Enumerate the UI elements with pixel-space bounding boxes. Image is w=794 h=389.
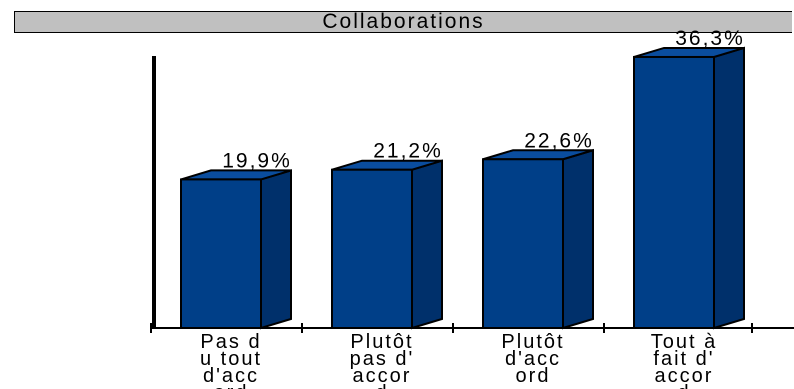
value-label-1: 19,9% xyxy=(222,149,292,172)
bar-3 xyxy=(482,148,594,330)
value-label-3: 22,6% xyxy=(524,129,594,152)
bar-side-3 xyxy=(562,148,594,330)
bar-4 xyxy=(633,46,745,330)
chart-title-text: Collaborations xyxy=(322,10,485,33)
category-label-2-line-3: accor xyxy=(353,365,412,387)
bars-group: 19,9% 21,2% 22,6% 36,3% xyxy=(150,27,753,333)
category-label-2-line-1: Plutôt xyxy=(350,331,413,353)
category-label-4-line-2: fait d' xyxy=(653,348,714,370)
category-label-1-line-2: u tout xyxy=(200,348,262,370)
category-label-2-line-4: d xyxy=(375,382,388,389)
category-label-1-line-4: ord xyxy=(214,382,249,389)
category-label-4-line-3: accor xyxy=(655,365,714,387)
category-label-3-line-3: ord xyxy=(516,365,551,387)
bar-2 xyxy=(331,159,443,330)
category-label-4-line-4: d xyxy=(677,382,690,389)
category-label-4-line-1: Tout à xyxy=(651,331,717,353)
value-label-4: 36,3% xyxy=(675,27,745,50)
bar-front-2 xyxy=(331,168,413,329)
chart-title: Collaborations xyxy=(14,10,792,33)
category-label-1-line-1: Pas d xyxy=(200,331,261,353)
category-label-3-line-1: Plutôt xyxy=(501,331,564,353)
bar-side-2 xyxy=(411,159,443,330)
category-label-1-line-3: d'acc xyxy=(203,365,259,387)
bar-front-1 xyxy=(180,178,262,329)
value-label-2: 21,2% xyxy=(373,140,443,163)
category-label-2-line-2: pas d' xyxy=(350,348,415,370)
bar-front-3 xyxy=(482,158,564,329)
bar-side-4 xyxy=(713,46,745,330)
bar-1 xyxy=(180,169,292,330)
bar-side-1 xyxy=(260,169,292,330)
category-label-3-line-2: d'acc xyxy=(505,348,561,370)
bar-front-4 xyxy=(633,55,715,330)
